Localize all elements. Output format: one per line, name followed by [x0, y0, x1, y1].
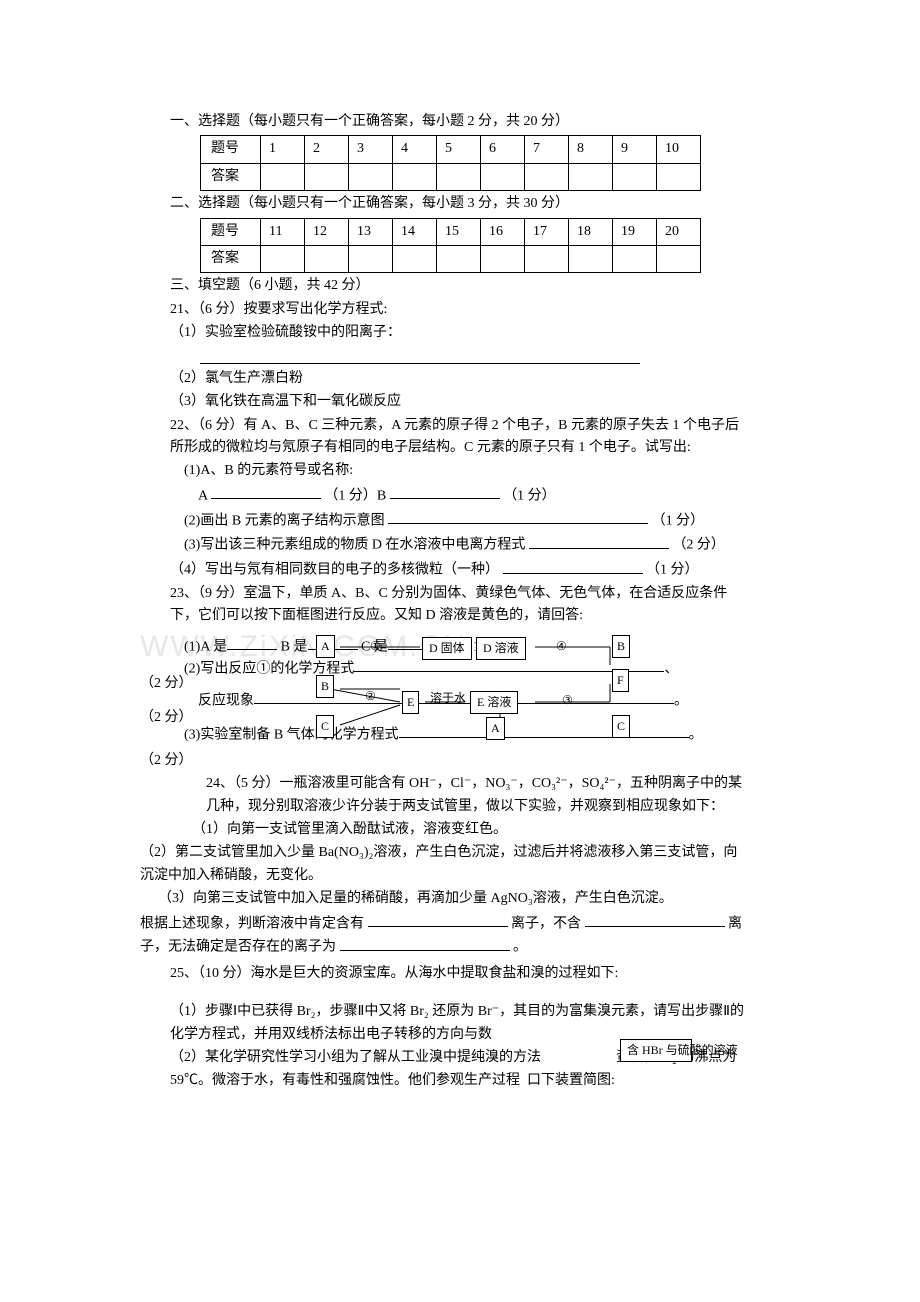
q23-title: 23、（9 分）室温下，单质 A、B、C 分别为固体、黄绿色气体、无色气体，在合… [170, 583, 750, 628]
q22-p3-blank [529, 533, 669, 548]
table1-n7: 7 [525, 136, 569, 163]
q23-marks2c: （2 分） [140, 750, 750, 772]
table2-row1-label: 题号 [201, 218, 261, 245]
q23-box-B: B [316, 675, 334, 698]
table1-n9: 9 [613, 136, 657, 163]
q25-title: 25、（10 分）海水是巨大的资源宝库。从海水中提取食盐和溴的过程如下: [170, 963, 750, 985]
q22-midB: （1 分）B [324, 488, 386, 503]
q25-box-hbr: 含 HBr 与硫酸的溶液 [620, 1039, 692, 1062]
section1-heading: 一、选择题（每小题只有一个正确答案，每小题 2 分，共 20 分） [170, 111, 750, 133]
q24-blank3 [340, 935, 510, 950]
q22-A-label: A [198, 488, 207, 503]
q23-box-A: A [316, 635, 335, 658]
q23-box-E: E [402, 691, 419, 714]
q23-p2-line: (2)写出反应①的化学方程式、 [184, 657, 678, 681]
table1-a1 [261, 163, 305, 190]
section2-heading: 二、选择题（每小题只有一个正确答案，每小题 3 分，共 30 分） [170, 193, 750, 215]
q22-B-blank [390, 484, 500, 499]
q21-blank1 [200, 349, 640, 364]
table2-n11: 11 [261, 218, 305, 245]
table1-n8: 8 [569, 136, 613, 163]
table1-n10: 10 [657, 136, 701, 163]
answer-table-1: 题号 1 2 3 4 5 6 7 8 9 10 答案 [200, 135, 701, 191]
table1-n5: 5 [437, 136, 481, 163]
q24-title: 24、（5 分）一瓶溶液里可能含有 OH⁻，Cl⁻，NO₃⁻，CO₃²⁻，SO₄… [206, 773, 750, 818]
q24-p2: （2）第二支试管里加入少量 Ba(NO₃)₂溶液，产生白色沉淀，过滤后并将滤液移… [140, 842, 750, 887]
q23-box-F: F [612, 669, 629, 692]
q21-p1: （1）实验室检验硫酸铵中的阳离子： [170, 322, 750, 344]
q21-p3: （3）氧化铁在高温下和一氧化碳反应 [170, 391, 750, 413]
q22-p4: （4）写出与氖有相同数目的电子的多核微粒（一种） （1 分） [170, 558, 750, 582]
section3-heading: 三、填空题（6 小题，共 42 分） [170, 275, 750, 297]
q23-num3: ③ [562, 691, 573, 710]
table1-n6: 6 [481, 136, 525, 163]
q23-num2: ② [365, 687, 376, 706]
table2-n15: 15 [437, 218, 481, 245]
q22-title: 22、（6 分）有 A、B、C 三种元素，A 元素的原子得 2 个电子，B 元素… [170, 415, 750, 460]
q22-p1b: A （1 分）B （1 分） [198, 484, 750, 508]
q22-p4-blank [503, 558, 643, 573]
q23-diagram: (1)A 是 B 是 C 是 （各 1 分） (2)写出反应①的化学方程式、 （… [140, 629, 750, 749]
q23-box-Dsolid: D 固体 [422, 637, 472, 660]
q23-box-C: C [316, 715, 334, 738]
q23-num4: ④ [556, 637, 567, 656]
q23-marks2a: （2 分） [140, 673, 193, 695]
table2-n13: 13 [349, 218, 393, 245]
table1-n1: 1 [261, 136, 305, 163]
q21-title: 21、（6 分）按要求写出化学方程式: [170, 299, 750, 321]
table2-n12: 12 [305, 218, 349, 245]
table1-n3: 3 [349, 136, 393, 163]
q21-p2: （2）氯气生产漂白粉 [170, 368, 750, 390]
q24-blank1 [368, 912, 508, 927]
table1-n4: 4 [393, 136, 437, 163]
q23-box-Dsol: D 溶液 [476, 637, 526, 660]
table2-n19: 19 [613, 218, 657, 245]
q22-p2: (2)画出 B 元素的离子结构示意图 （1 分） [184, 509, 750, 533]
table2-n20: 20 [657, 218, 701, 245]
table2-n18: 18 [569, 218, 613, 245]
table1-row2-label: 答案 [201, 163, 261, 190]
table2-row2-label: 答案 [201, 245, 261, 272]
q23-box-Cout: C [612, 715, 630, 738]
q22-p1a: (1)A、B 的元素符号或名称: [184, 460, 750, 482]
q23-box-Esol: E 溶液 [470, 691, 518, 714]
q23-box-A2: A [486, 717, 505, 740]
table2-n17: 17 [525, 218, 569, 245]
q23-num1: ① [370, 637, 381, 656]
table2-n14: 14 [393, 218, 437, 245]
q22-p2-blank [388, 509, 648, 524]
table1-n2: 2 [305, 136, 349, 163]
q24-blank2 [585, 912, 725, 927]
q22-p3: (3)写出该三种元素组成的物质 D 在水溶液中电离方程式 （2 分） [184, 533, 750, 557]
q22-p1-tail: （1 分） [503, 488, 556, 503]
answer-table-2: 题号 11 12 13 14 15 16 17 18 19 20 答案 [200, 218, 701, 274]
q22-A-blank [211, 484, 321, 499]
q24-p3: （3）向第三支试管中加入足量的稀硝酸，再滴加少量 AgNO₃溶液，产生白色沉淀。 [158, 888, 750, 910]
q24-p1: （1）向第一支试管里滴入酚酞试液，溶液变红色。 [192, 819, 750, 841]
table2-n16: 16 [481, 218, 525, 245]
q23-box-Bout: B [612, 635, 630, 658]
table1-row1-label: 题号 [201, 136, 261, 163]
q23-dissolve-label: 溶于水 [430, 689, 466, 708]
q24-concl: 根据上述现象，判断溶液中肯定含有 离子，不含 离子，无法确定是否存在的离子为 。 [140, 912, 750, 960]
